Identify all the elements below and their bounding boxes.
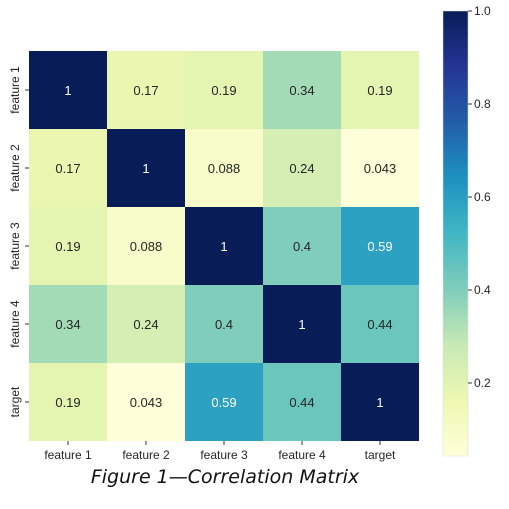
y-tick-label: feature 2 — [8, 144, 22, 192]
cell-value-label: 0.44 — [367, 317, 392, 332]
heatmap-cell — [185, 285, 263, 363]
colorbar-tick-label: 0.2 — [474, 376, 491, 390]
cell-value-label: 0.44 — [289, 395, 314, 410]
cell-value-label: 0.24 — [133, 317, 158, 332]
heatmap-cell — [341, 51, 419, 129]
cell-value-label: 0.59 — [367, 239, 392, 254]
cell-value-label: 1 — [64, 83, 71, 98]
heatmap-cell — [341, 363, 419, 441]
heatmap-cell — [263, 363, 341, 441]
cell-value-label: 1 — [376, 395, 383, 410]
heatmap-cell — [107, 285, 185, 363]
cell-value-label: 0.34 — [55, 317, 80, 332]
cell-value-label: 0.19 — [367, 83, 392, 98]
heatmap-cell — [29, 285, 107, 363]
heatmap-cell — [107, 207, 185, 285]
colorbar-tick-label: 0.4 — [474, 283, 491, 297]
colorbar-tick-label: 1.0 — [474, 4, 491, 18]
cell-value-label: 0.043 — [364, 161, 397, 176]
heatmap-cell — [29, 51, 107, 129]
colorbar — [442, 10, 469, 457]
colorbar-tick-label: 0.6 — [474, 190, 491, 204]
heatmap-cell — [341, 285, 419, 363]
figure-caption: Figure 1—Correlation Matrix — [90, 466, 360, 488]
heatmap-cell — [185, 129, 263, 207]
x-tick-label: target — [365, 448, 396, 462]
heatmap-cell — [107, 51, 185, 129]
heatmap-cells: 1 0.17 0.19 0.34 0.19 0.17 1 0.088 0.24 0.043 0.19… — [29, 51, 419, 441]
y-tick-label: feature 3 — [8, 222, 22, 270]
heatmap-cell — [29, 363, 107, 441]
heatmap-cell — [263, 285, 341, 363]
heatmap-cell — [107, 129, 185, 207]
heatmap-cell — [263, 129, 341, 207]
cell-value-label: 0.088 — [130, 239, 163, 254]
heatmap-cell — [185, 51, 263, 129]
cell-value-label: 0.4 — [215, 317, 233, 332]
x-tick-label: feature 2 — [122, 448, 170, 462]
cell-value-label: 0.17 — [55, 161, 80, 176]
y-tick-label: feature 1 — [8, 66, 22, 114]
heatmap-cell — [107, 363, 185, 441]
cell-value-label: 1 — [298, 317, 305, 332]
cell-value-label: 1 — [220, 239, 227, 254]
heatmap-cell — [29, 207, 107, 285]
heatmap-cell — [185, 363, 263, 441]
heatmap-cell — [341, 207, 419, 285]
colorbar-tick-label: 0.8 — [474, 97, 491, 111]
x-tick-label: feature 3 — [200, 448, 248, 462]
cell-value-label: 0.17 — [133, 83, 158, 98]
heatmap-cell — [263, 51, 341, 129]
cell-value-label: 0.19 — [55, 395, 80, 410]
cell-value-label: 0.24 — [289, 161, 314, 176]
cell-value-label: 0.043 — [130, 395, 163, 410]
cell-value-label: 1 — [142, 161, 149, 176]
heatmap-cell — [185, 207, 263, 285]
y-tick-label: feature 4 — [8, 300, 22, 348]
x-tick-label: feature 1 — [44, 448, 92, 462]
y-tick-label: target — [8, 386, 22, 417]
heatmap-cell — [29, 129, 107, 207]
heatmap-cell — [263, 207, 341, 285]
x-tick-label: feature 4 — [278, 448, 326, 462]
cell-value-label: 0.19 — [211, 83, 236, 98]
cell-value-label: 0.4 — [293, 239, 311, 254]
cell-value-label: 0.34 — [289, 83, 314, 98]
cell-value-label: 0.088 — [208, 161, 241, 176]
heatmap-cell — [341, 129, 419, 207]
cell-value-label: 0.59 — [211, 395, 236, 410]
cell-value-label: 0.19 — [55, 239, 80, 254]
